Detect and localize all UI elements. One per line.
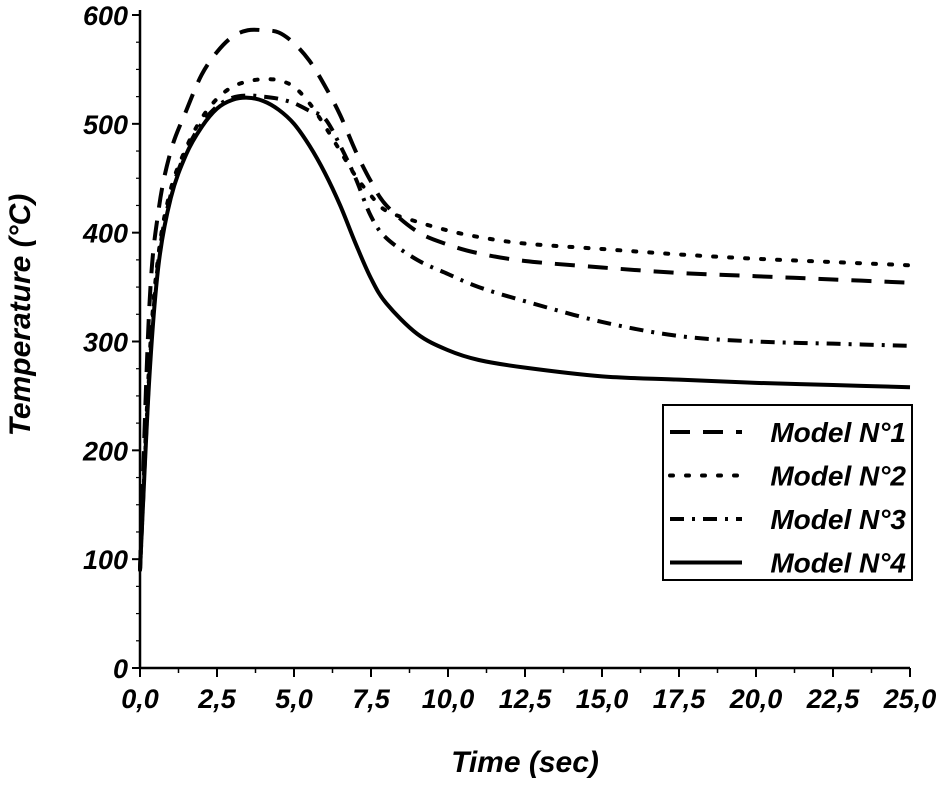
series-layer [138,27,912,573]
x-axis: 0,0 2,5 5,0 7,5 10,0 12,5 15,0 17,5 20,0 22,5 25,0 [121,668,936,714]
x-tick-label: 2,5 [197,684,237,714]
y-tick-label: 300 [83,328,128,358]
x-tick-label: 5,0 [275,684,313,714]
legend: Model N°1 Model N°2 Model N°3 Model N°4 [662,404,913,581]
x-tick-label: 10,0 [422,684,475,714]
y-axis-title: Temperature (°C) [4,194,37,437]
x-tick-label: 7,5 [352,684,391,714]
x-tick-label: 22,5 [806,684,861,714]
y-tick-label: 500 [83,110,128,140]
series-line-4 [138,95,911,571]
y-tick-label: 0 [113,654,128,684]
x-tick-label: 12,5 [499,684,553,714]
series-line-2 [138,77,912,573]
legend-box [662,404,913,581]
series-line-1 [138,27,911,571]
legend-label-3: Model N°3 [770,504,906,535]
y-tick-label: 400 [82,219,128,249]
y-tick-label: 100 [83,545,128,575]
x-tick-label: 17,5 [653,684,707,714]
x-tick-label: 20,0 [729,684,783,714]
x-tick-label: 25,0 [883,684,937,714]
legend-label-1: Model N°1 [770,417,906,448]
y-tick-label: 600 [83,1,128,31]
y-tick-label: 200 [82,436,128,466]
x-axis-title: Time (sec) [451,746,599,779]
y-axis: 0 100 200 300 400 500 600 [82,1,140,684]
legend-label-4: Model N°4 [770,548,906,579]
x-tick-label: 0,0 [121,684,159,714]
x-tick-label: 15,0 [576,684,629,714]
legend-label-2: Model N°2 [770,461,906,492]
